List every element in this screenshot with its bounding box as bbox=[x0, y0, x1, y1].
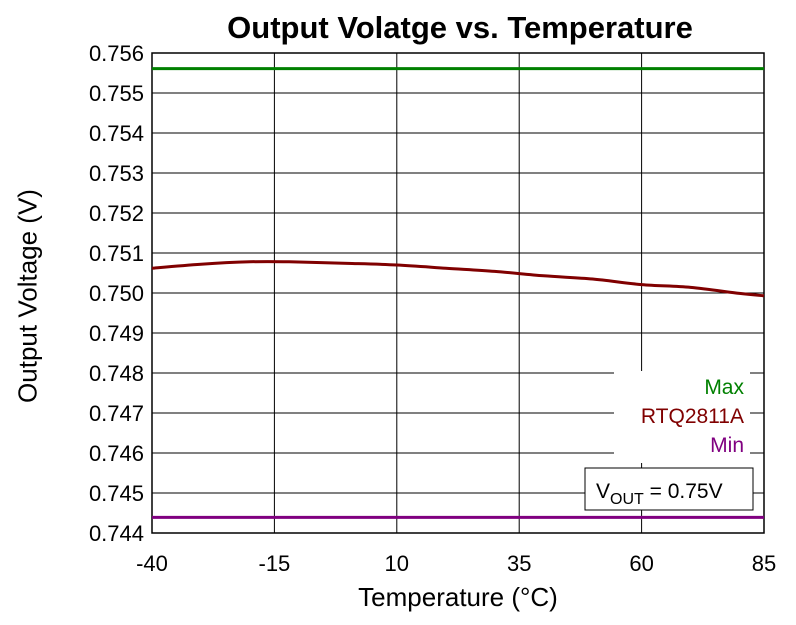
x-axis-label: Temperature (°C) bbox=[358, 582, 558, 612]
y-tick-label: 0.753 bbox=[89, 161, 144, 186]
y-tick-label: 0.751 bbox=[89, 241, 144, 266]
annotation-box bbox=[584, 467, 754, 511]
x-tick-label: 10 bbox=[385, 551, 409, 576]
y-tick-label: 0.754 bbox=[89, 121, 144, 146]
y-tick-labels: 0.756 0.755 0.754 0.753 0.752 0.751 0.750 0.749… bbox=[89, 41, 144, 546]
y-tick-label: 0.744 bbox=[89, 521, 144, 546]
legend-entry-max: Max bbox=[704, 376, 744, 399]
y-tick-label: 0.748 bbox=[89, 361, 144, 386]
x-tick-label: 35 bbox=[507, 551, 531, 576]
y-tick-label: 0.747 bbox=[89, 401, 144, 426]
y-tick-label: 0.750 bbox=[89, 281, 144, 306]
legend-entry-rtq2811a: RTQ2811A bbox=[641, 405, 744, 428]
chart-title: Output Volatge vs. Temperature bbox=[227, 10, 693, 45]
y-tick-label: 0.746 bbox=[89, 441, 144, 466]
y-tick-label: 0.745 bbox=[89, 481, 144, 506]
y-tick-label: 0.752 bbox=[89, 201, 144, 226]
y-tick-label: 0.749 bbox=[89, 321, 144, 346]
y-tick-label: 0.756 bbox=[89, 41, 144, 66]
x-tick-label: 85 bbox=[752, 551, 776, 576]
x-tick-label: 60 bbox=[629, 551, 653, 576]
legend-box bbox=[614, 371, 750, 463]
plot-frame bbox=[151, 52, 765, 534]
legend-entry-min: Min bbox=[710, 434, 744, 457]
series-layer bbox=[151, 67, 765, 519]
x-tick-labels: -40 -15 10 35 60 85 bbox=[136, 551, 776, 576]
x-tick-label: -15 bbox=[259, 551, 291, 576]
y-tick-label: 0.755 bbox=[89, 81, 144, 106]
vout-annotation: VOUT = 0.75V bbox=[584, 467, 754, 511]
series-line-rtq2811a bbox=[151, 260, 765, 298]
annotation-text: VOUT = 0.75V bbox=[596, 480, 723, 508]
legend: Max RTQ2811A Min bbox=[614, 371, 750, 463]
x-tick-label: -40 bbox=[136, 551, 168, 576]
